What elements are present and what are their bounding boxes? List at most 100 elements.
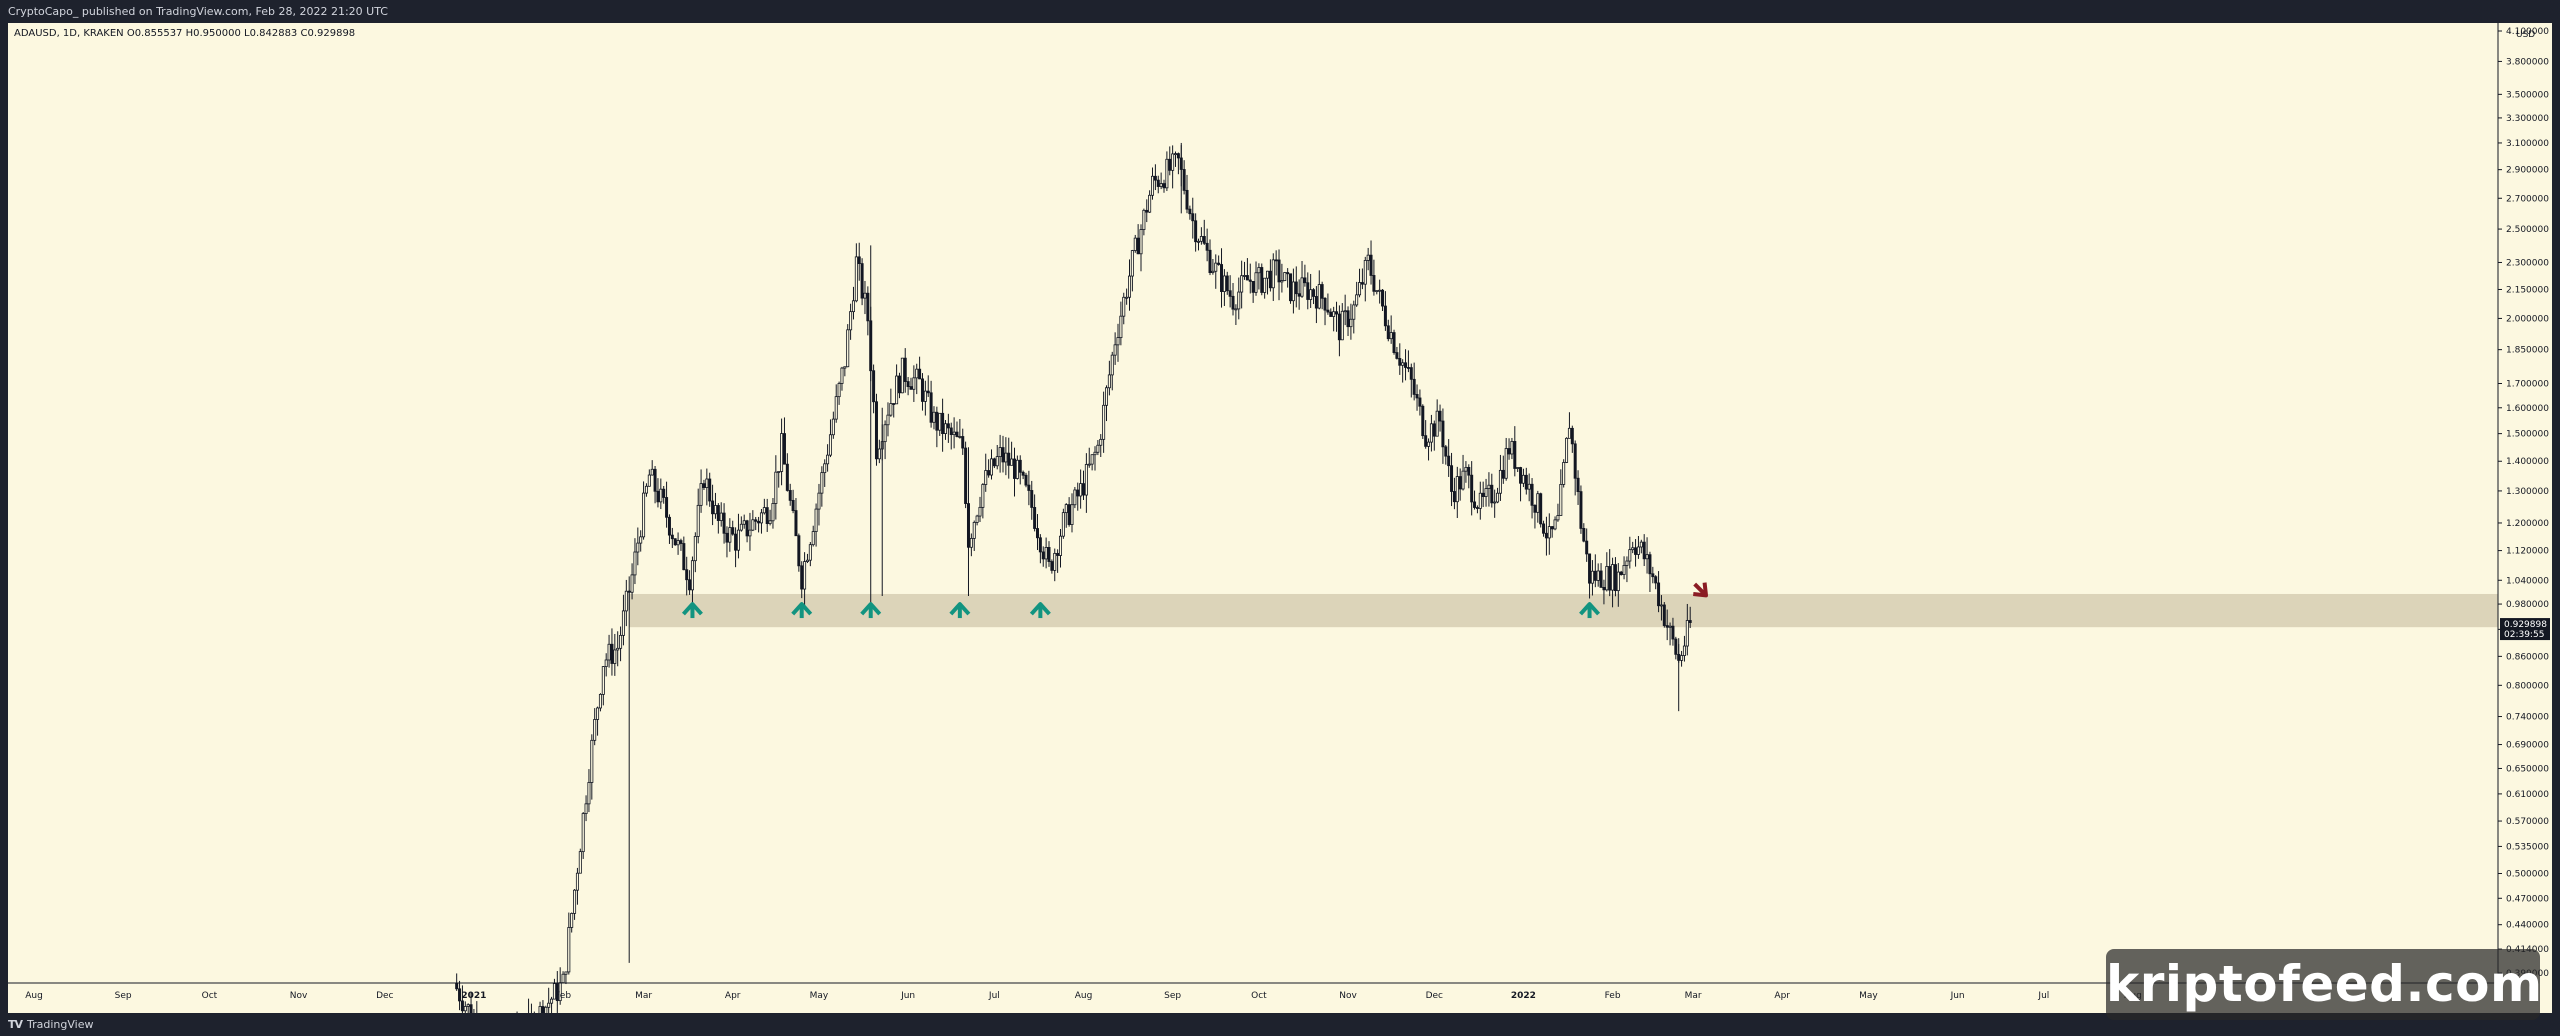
candle-body: [1139, 229, 1143, 255]
price-chart[interactable]: 4.100000 3.800000 3.500000 3.300000 3.100000…: [8, 23, 2552, 1013]
candle-body: [981, 484, 985, 508]
price-tick-label: 2.500000: [2506, 225, 2549, 235]
footer-bar: TV TradingView: [0, 1013, 2560, 1036]
time-tick-label: Dec: [376, 991, 393, 1001]
candle-body: [673, 538, 677, 546]
candle-body: [1553, 519, 1557, 530]
candle-body: [1493, 501, 1497, 504]
candle-body: [872, 370, 876, 403]
candle-body: [564, 971, 568, 975]
time-tick-label: Nov: [290, 991, 308, 1001]
candle-body: [1257, 267, 1261, 274]
candle-body: [1105, 387, 1109, 406]
price-tick-label: 0.740000: [2506, 713, 2549, 723]
candle-body: [771, 503, 775, 522]
candle-body: [1611, 564, 1615, 591]
candle-body: [1688, 620, 1692, 623]
candle-body: [728, 527, 732, 543]
candle-body: [636, 542, 640, 553]
candle-body: [1605, 566, 1609, 591]
price-tick-label: 2.150000: [2506, 285, 2549, 295]
candle-body: [1662, 604, 1666, 626]
candle-body: [1576, 477, 1580, 493]
candle-body: [1033, 507, 1037, 529]
candle-body: [1090, 454, 1094, 465]
candle-body: [1452, 491, 1456, 503]
candle-body: [932, 411, 936, 423]
candle-body: [897, 375, 901, 394]
candle-body: [1530, 483, 1534, 506]
tradingview-logo-icon: TV: [8, 1018, 23, 1031]
candle-body: [630, 574, 634, 593]
candle-body: [1326, 309, 1330, 313]
candle-body: [1579, 491, 1583, 529]
candle-body: [1027, 484, 1031, 491]
time-tick-label: 2021: [461, 991, 486, 1001]
candle-body: [1682, 645, 1686, 656]
candle-body: [1616, 571, 1620, 592]
candle-body: [596, 707, 600, 720]
candle-body: [1588, 553, 1592, 584]
candle-body: [1035, 528, 1039, 539]
candle-body: [550, 998, 554, 1004]
candle-body: [1237, 291, 1241, 310]
arrow-up-icon: [791, 602, 813, 619]
candle-body: [1185, 189, 1189, 210]
candle-body: [1289, 273, 1293, 302]
candle-body: [1542, 523, 1546, 534]
candle-body: [682, 543, 686, 571]
candle-body: [1136, 237, 1140, 255]
candle-body: [826, 454, 830, 465]
candle-body: [1214, 262, 1218, 272]
candle-body: [685, 569, 689, 581]
candle-body: [1128, 275, 1132, 298]
candle-body: [748, 529, 752, 537]
candle-body: [906, 381, 910, 387]
candle-body: [463, 1006, 467, 1012]
countdown-label: 02:39:55: [2504, 630, 2544, 640]
candle-body: [751, 519, 755, 531]
candle-body: [1116, 337, 1120, 346]
candle-body: [1424, 435, 1428, 447]
price-unit-label: USD: [2516, 30, 2535, 40]
candle-body: [1510, 441, 1514, 455]
time-tick-label: Apr: [725, 991, 741, 1001]
candle-body: [1010, 458, 1014, 466]
candle-body: [1266, 270, 1270, 279]
price-tick-label: 0.860000: [2506, 652, 2549, 662]
candle-body: [1478, 492, 1482, 509]
candle-body: [1314, 296, 1318, 309]
candle-body: [1521, 474, 1525, 484]
candle-body: [837, 383, 841, 398]
candle-body: [1182, 169, 1186, 191]
candle-body: [1602, 586, 1606, 591]
candle-body: [1475, 507, 1479, 509]
time-tick-label: Jun: [900, 991, 915, 1001]
candle-body: [1527, 483, 1531, 490]
candle-body: [725, 532, 729, 543]
candle-body: [992, 458, 996, 467]
candle-body: [874, 401, 878, 460]
time-tick-label: Jun: [1950, 991, 1965, 1001]
candle-body: [1220, 264, 1224, 292]
candle-body: [797, 535, 801, 567]
tradingview-logo[interactable]: TV TradingView: [8, 1013, 94, 1036]
candle-body: [590, 739, 594, 783]
candle-body: [555, 983, 559, 1002]
candle-body: [708, 478, 712, 502]
candle-body: [1639, 541, 1643, 548]
candle-body: [1102, 404, 1106, 440]
candle-body: [1188, 208, 1192, 215]
candle-body: [1593, 570, 1597, 581]
candle-body: [895, 375, 899, 405]
candle-body: [1562, 462, 1566, 485]
chart-area[interactable]: 4.100000 3.800000 3.500000 3.300000 3.100000…: [8, 23, 2552, 1013]
price-tick-label: 0.440000: [2506, 921, 2549, 931]
candle-body: [1073, 489, 1077, 506]
candle-body: [469, 1004, 473, 1013]
candle-body: [1335, 311, 1339, 315]
candle-body: [1283, 272, 1287, 281]
candle-body: [1130, 250, 1134, 277]
candle-body: [1243, 275, 1247, 277]
candle-body: [929, 392, 933, 423]
